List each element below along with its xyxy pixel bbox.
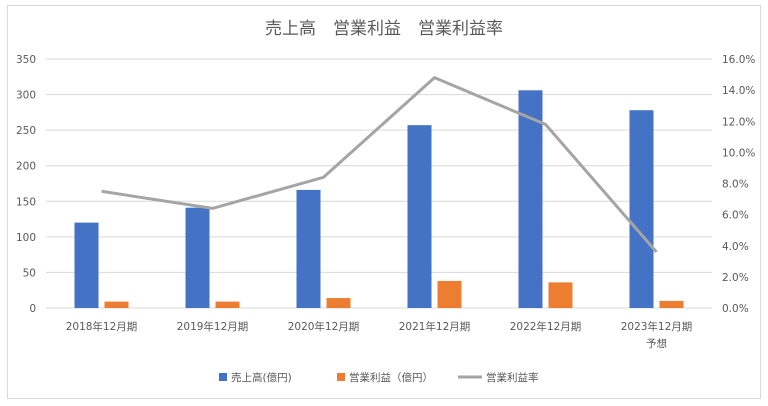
right-tick-label: 10.0% <box>722 147 755 159</box>
category-label: 2023年12月期 <box>621 320 693 333</box>
category-label: 予想 <box>646 337 667 350</box>
legend-swatch <box>337 373 345 381</box>
bar <box>185 207 210 308</box>
bar <box>326 298 351 308</box>
left-tick-label: 250 <box>16 125 36 137</box>
left-tick-label: 100 <box>16 232 36 244</box>
left-tick-label: 200 <box>16 161 36 173</box>
category-label: 2019年12月期 <box>177 320 249 333</box>
category-label: 2021年12月期 <box>399 320 471 333</box>
gridlines <box>46 58 712 309</box>
right-tick-label: 12.0% <box>722 116 755 128</box>
right-tick-label: 6.0% <box>722 210 749 222</box>
legend: 売上高(億円) 営業利益（億円） 営業利益率 <box>219 371 539 384</box>
line-path <box>101 76 658 253</box>
left-tick-label: 350 <box>16 54 36 66</box>
bar <box>407 125 432 308</box>
right-tick-label: 4.0% <box>722 241 749 253</box>
legend-label: 営業利益（億円） <box>349 371 433 384</box>
right-tick-label: 0.0% <box>722 303 749 315</box>
bar <box>629 110 654 308</box>
left-tick-label: 150 <box>16 196 36 208</box>
left-tick-label: 50 <box>23 267 36 279</box>
legend-label: 売上高(億円) <box>231 371 292 384</box>
bar <box>74 222 99 308</box>
bar <box>518 90 543 308</box>
bar-series <box>74 90 684 308</box>
right-tick-label: 2.0% <box>722 272 749 284</box>
left-axis-ticks: 0 50 100 150 200 250 300 350 <box>16 54 36 315</box>
chart-title: 売上高 営業利益 営業利益率 <box>265 19 503 39</box>
legend-swatch <box>219 373 227 381</box>
right-tick-label: 16.0% <box>722 54 755 66</box>
legend-label: 営業利益率 <box>486 371 539 384</box>
bar <box>215 301 240 308</box>
right-axis-ticks: 0.0% 2.0% 4.0% 6.0% 8.0% 10.0% 12.0% 14.0% 16.0% <box>722 54 755 315</box>
bar <box>548 282 573 308</box>
bar <box>437 280 462 308</box>
category-label: 2018年12月期 <box>66 320 138 333</box>
left-tick-label: 300 <box>16 90 36 102</box>
left-tick-label: 0 <box>29 303 36 315</box>
line-series <box>101 76 658 253</box>
right-tick-label: 14.0% <box>722 85 755 97</box>
category-label: 2020年12月期 <box>288 320 360 333</box>
category-label: 2022年12月期 <box>510 320 582 333</box>
category-labels: 2018年12月期 2019年12月期 2020年12月期 2021年12月期 2022… <box>66 320 693 350</box>
right-tick-label: 8.0% <box>722 179 749 191</box>
bar <box>659 300 684 308</box>
bar <box>296 189 321 308</box>
bar <box>104 301 129 308</box>
